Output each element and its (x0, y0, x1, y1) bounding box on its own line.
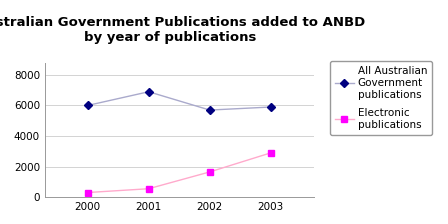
Electronic
publications (207, 171, 212, 173)
Text: Australian Government Publications added to ANBD
by year of publications: Australian Government Publications added… (0, 16, 365, 44)
All Australian
Government
publications (85, 104, 90, 107)
Line: Electronic
publications: Electronic publications (85, 150, 274, 195)
All Australian
Government
publications (207, 109, 212, 111)
Electronic
publications (146, 187, 151, 190)
All Australian
Government
publications (146, 90, 151, 93)
Legend: All Australian
Government
publications, Electronic
publications: All Australian Government publications, … (330, 61, 432, 135)
Electronic
publications (85, 191, 90, 194)
All Australian
Government
publications (268, 106, 274, 108)
Electronic
publications (268, 151, 274, 154)
Line: All Australian
Government
publications: All Australian Government publications (85, 89, 274, 113)
